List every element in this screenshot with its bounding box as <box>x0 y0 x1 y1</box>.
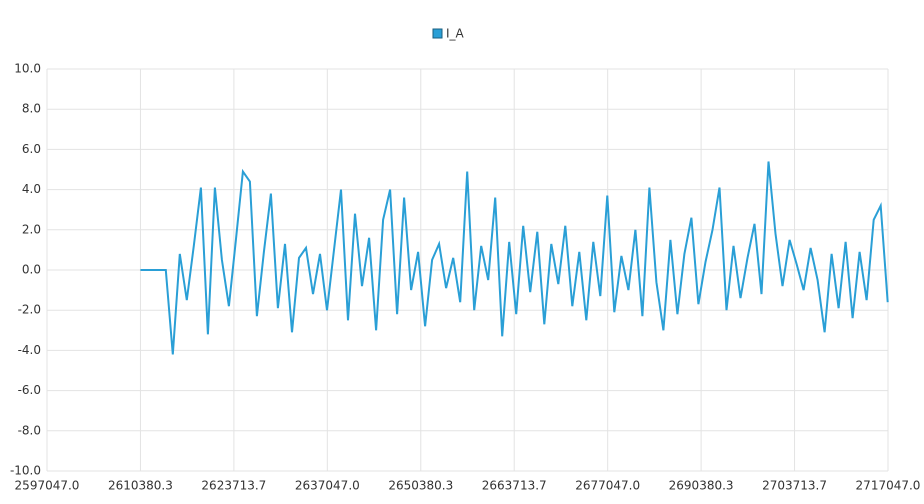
x-tick-label: 2637047.0 <box>295 479 360 493</box>
x-tick-label: 2677047.0 <box>575 479 640 493</box>
y-tick-label: -10.0 <box>10 464 41 478</box>
x-tick-label: 2650380.3 <box>388 479 453 493</box>
y-tick-label: 6.0 <box>22 142 41 156</box>
y-tick-label: 2.0 <box>22 222 41 236</box>
y-tick-label: 4.0 <box>22 182 41 196</box>
x-tick-label: 2717047.0 <box>856 479 921 493</box>
x-tick-label: 2597047.0 <box>15 479 80 493</box>
y-tick-label: 10.0 <box>14 62 41 76</box>
data-line <box>140 161 889 355</box>
y-tick-label: -8.0 <box>18 423 41 437</box>
legend-label: I_A <box>446 27 465 41</box>
y-tick-label: 8.0 <box>22 102 41 116</box>
y-tick-label: 0.0 <box>22 263 41 277</box>
legend-swatch <box>432 28 443 39</box>
y-tick-label: -6.0 <box>18 383 41 397</box>
y-tick-label: -4.0 <box>18 343 41 357</box>
x-tick-label: 2703713.7 <box>762 479 827 493</box>
y-tick-label: -2.0 <box>18 303 41 317</box>
x-tick-label: 2610380.3 <box>108 479 173 493</box>
x-tick-label: 2623713.7 <box>201 479 266 493</box>
x-tick-label: 2663713.7 <box>482 479 547 493</box>
x-tick-label: 2690380.3 <box>669 479 734 493</box>
